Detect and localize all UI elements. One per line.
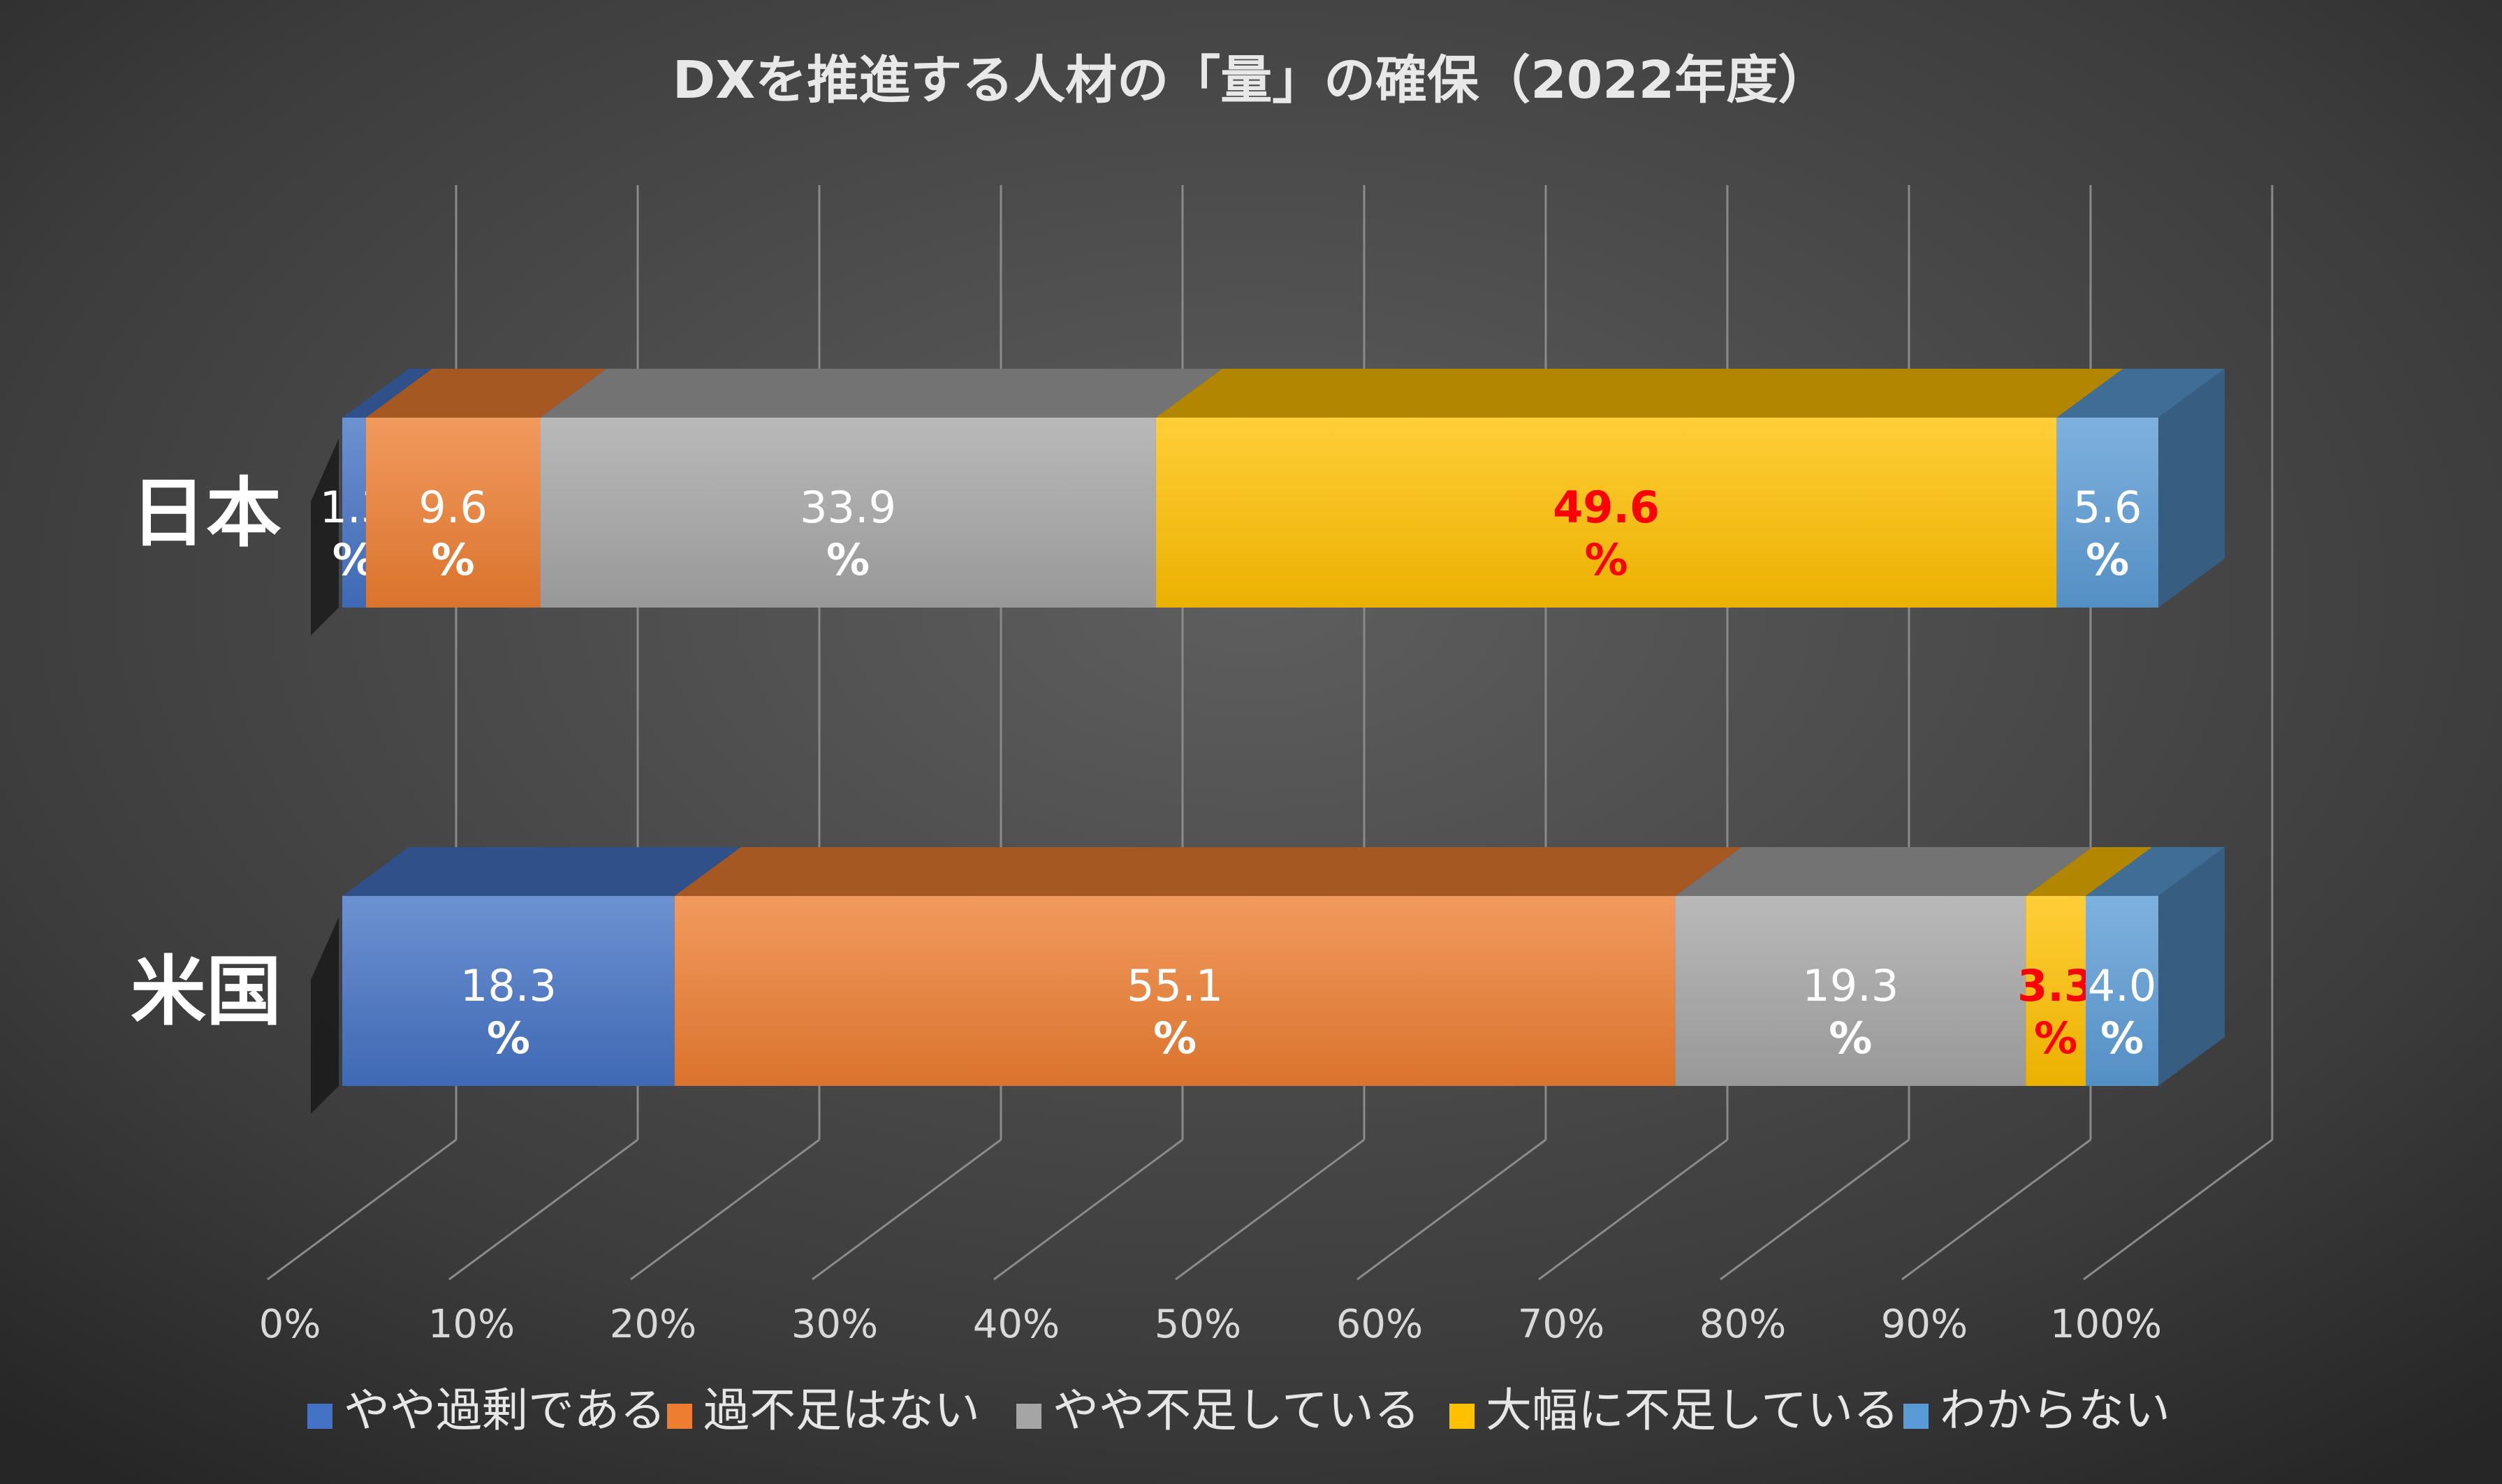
legend-label: やや不足している bbox=[1053, 1383, 1420, 1437]
category-label: 日本 bbox=[131, 470, 281, 557]
bar-top-face bbox=[1155, 369, 2123, 418]
bar-front-face bbox=[342, 896, 675, 1086]
bar-top-face bbox=[540, 369, 1222, 418]
data-label: 3.3% bbox=[2017, 960, 2094, 1064]
bar-segment: 19.3% bbox=[1675, 847, 2093, 1086]
bar-front-face bbox=[1675, 896, 2026, 1086]
floor-gridline bbox=[630, 1138, 820, 1281]
bar-segment: 4.0% bbox=[2086, 847, 2225, 1086]
floor-gridline bbox=[1356, 1138, 1546, 1281]
bar-side-face bbox=[2158, 847, 2225, 1086]
bar-side-face bbox=[2158, 369, 2225, 608]
bar-segment: 5.6% bbox=[2056, 369, 2225, 608]
bar-segment: 3.3% bbox=[2017, 847, 2152, 1086]
legend-label: やや過剰である bbox=[344, 1383, 666, 1437]
legend-swatch bbox=[1016, 1404, 1041, 1429]
legend-swatch bbox=[307, 1404, 332, 1429]
x-tick-label: 30% bbox=[791, 1302, 878, 1347]
legend-label: わからない bbox=[1940, 1383, 2170, 1437]
bar-segment: 18.3% bbox=[342, 847, 741, 1086]
x-tick-label: 0% bbox=[259, 1302, 321, 1347]
category-label: 米国 bbox=[131, 948, 281, 1036]
x-tick-label: 10% bbox=[428, 1302, 515, 1347]
x-tick-label: 40% bbox=[973, 1302, 1060, 1347]
legend-item: わからない bbox=[1903, 1383, 2170, 1437]
data-label: 4.0% bbox=[2088, 960, 2157, 1064]
bar-shadow bbox=[311, 917, 339, 1114]
data-label: 19.3% bbox=[1802, 960, 1899, 1064]
x-tick-label: 70% bbox=[1518, 1302, 1604, 1347]
data-label: 55.1% bbox=[1127, 960, 1223, 1064]
x-tick-labels: 0% 10% 20% 30% 40% 50% 60% 70% 80% 90% 100% bbox=[259, 1302, 2162, 1347]
bar-front-face bbox=[2026, 896, 2086, 1086]
bars: 1.3 %9.6 %33.9 %49.6 %5.6 %18.3 %55.1 %19.3 %3.3… bbox=[311, 369, 2225, 1114]
bar-front-face bbox=[1155, 418, 2057, 608]
bar-top-face bbox=[342, 847, 741, 896]
x-tick-label: 60% bbox=[1336, 1302, 1423, 1347]
legend-swatch bbox=[667, 1404, 692, 1429]
data-label: 9.6% bbox=[418, 482, 488, 585]
data-label: 49.6% bbox=[1553, 482, 1660, 585]
floor-gridline bbox=[1901, 1138, 2091, 1281]
legend-label: 大幅に不足している bbox=[1486, 1383, 1899, 1437]
x-tick-label: 50% bbox=[1155, 1302, 1241, 1347]
legend-swatch bbox=[1903, 1404, 1929, 1429]
floor-gridline bbox=[267, 1138, 457, 1281]
data-label: 18.3% bbox=[460, 960, 557, 1064]
legend-item: やや過剰である bbox=[307, 1383, 666, 1437]
bar-top-face bbox=[2086, 847, 2225, 896]
data-label: 5.6% bbox=[2073, 482, 2142, 585]
bar-segment: 55.1% bbox=[674, 847, 1742, 1086]
x-tick-label: 20% bbox=[610, 1302, 696, 1347]
x-tick-label: 80% bbox=[1699, 1302, 1786, 1347]
legend-item: 大幅に不足している bbox=[1449, 1383, 1899, 1437]
legend-item: やや不足している bbox=[1016, 1383, 1420, 1437]
bar-segment: 33.9% bbox=[540, 369, 1222, 608]
floor-gridline bbox=[1538, 1138, 1728, 1281]
bar-top-face bbox=[1675, 847, 2093, 896]
legend-swatch bbox=[1449, 1404, 1475, 1429]
bar-segment: 9.6% bbox=[365, 369, 607, 608]
legend: やや過剰である 過不足はない やや不足している 大幅に不足している わからない bbox=[307, 1383, 2170, 1437]
floor-gridline bbox=[812, 1138, 1002, 1281]
floor-gridline bbox=[448, 1138, 638, 1281]
bar-front-face bbox=[342, 418, 366, 608]
bar-top-face bbox=[674, 847, 1742, 896]
floor-gridline bbox=[1175, 1138, 1365, 1281]
floor-gridline bbox=[1720, 1138, 1910, 1281]
bar-segment: 49.6% bbox=[1155, 369, 2123, 608]
floor-gridline bbox=[2083, 1138, 2273, 1281]
bar-top-face bbox=[2026, 847, 2152, 896]
bar-front-face bbox=[540, 418, 1156, 608]
bar-top-face bbox=[365, 369, 607, 418]
bar-top-face bbox=[2056, 369, 2225, 418]
x-tick-label: 100% bbox=[2050, 1302, 2162, 1347]
bar-front-face bbox=[674, 896, 1676, 1086]
bar-front-face bbox=[2056, 418, 2158, 608]
legend-label: 過不足はない bbox=[703, 1383, 980, 1437]
legend-item: 過不足はない bbox=[667, 1383, 980, 1437]
bar-top-face bbox=[342, 369, 432, 418]
data-label: 33.9% bbox=[800, 482, 896, 585]
floor-gridline bbox=[993, 1138, 1183, 1281]
chart-title: DXを推進する人材の「量」の確保（2022年度） bbox=[673, 50, 1829, 110]
x-tick-label: 90% bbox=[1881, 1302, 1968, 1347]
bar-front-face bbox=[365, 418, 541, 608]
bar-shadow bbox=[311, 439, 339, 636]
bar-front-face bbox=[2086, 896, 2158, 1086]
